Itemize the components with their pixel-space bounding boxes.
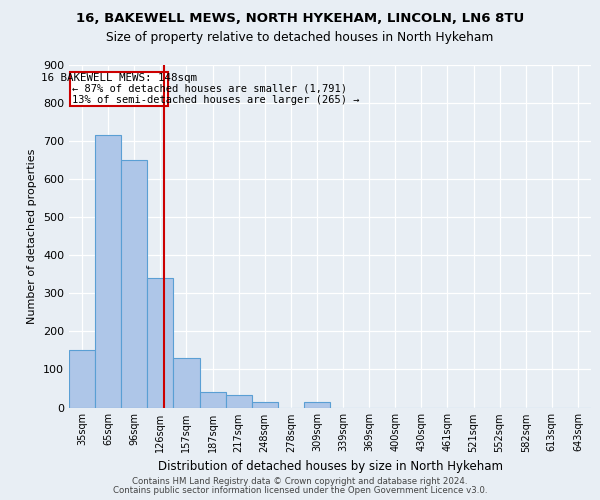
Text: 16 BAKEWELL MEWS: 148sqm: 16 BAKEWELL MEWS: 148sqm: [41, 74, 197, 84]
Bar: [199, 392, 226, 407]
Bar: [69, 350, 95, 408]
Text: Contains public sector information licensed under the Open Government Licence v3: Contains public sector information licen…: [113, 486, 487, 495]
Bar: [121, 160, 148, 408]
Text: 13% of semi-detached houses are larger (265) →: 13% of semi-detached houses are larger (…: [73, 95, 360, 105]
Bar: [226, 396, 252, 407]
Bar: [95, 136, 121, 407]
Text: ← 87% of detached houses are smaller (1,791): ← 87% of detached houses are smaller (1,…: [73, 84, 347, 94]
Text: Contains HM Land Registry data © Crown copyright and database right 2024.: Contains HM Land Registry data © Crown c…: [132, 477, 468, 486]
Bar: [252, 402, 278, 407]
Y-axis label: Number of detached properties: Number of detached properties: [28, 148, 37, 324]
Text: Size of property relative to detached houses in North Hykeham: Size of property relative to detached ho…: [106, 31, 494, 44]
FancyBboxPatch shape: [70, 72, 168, 106]
Bar: [148, 278, 173, 407]
Bar: [304, 402, 330, 407]
Text: 16, BAKEWELL MEWS, NORTH HYKEHAM, LINCOLN, LN6 8TU: 16, BAKEWELL MEWS, NORTH HYKEHAM, LINCOL…: [76, 12, 524, 25]
Bar: [173, 358, 199, 408]
X-axis label: Distribution of detached houses by size in North Hykeham: Distribution of detached houses by size …: [157, 460, 503, 473]
